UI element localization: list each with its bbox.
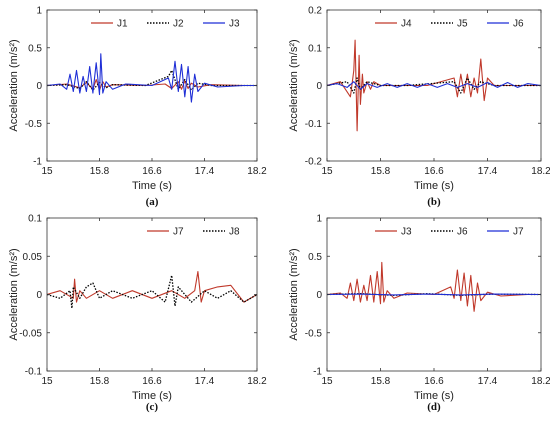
y-tick-label: 0.05 — [23, 252, 43, 263]
x-tick-label: 15.8 — [90, 376, 110, 387]
series-line-j3 — [327, 261, 541, 312]
x-tick-label: 16.6 — [424, 166, 444, 177]
chart-panel-3: 15 15.8 16.6 17.4 18.2 -0.1 -0.05 0 0.05 0.1 Time … — [8, 214, 267, 414]
series-group — [327, 39, 541, 132]
x-axis-label: Time (s) — [414, 180, 454, 192]
y-tick-label: -0.5 — [305, 328, 323, 339]
y-tick-label: 0.1 — [28, 214, 42, 225]
chart-panel-4: 15 15.8 16.6 17.4 18.2 -1 -0.5 0 0.5 1 Time (s) Acc… — [288, 214, 550, 414]
x-tick-label: 17.4 — [478, 376, 498, 387]
series-line-j5 — [327, 77, 541, 94]
legend-label-j1: J1 — [117, 19, 128, 30]
y-tick-label: 0.5 — [308, 252, 322, 263]
y-axis-label: Acceleration (m/s²) — [288, 39, 300, 131]
y-tick-label: -0.1 — [305, 119, 323, 130]
y-tick-label: -0.05 — [19, 328, 42, 339]
legend-label-j2: J2 — [173, 19, 184, 30]
y-tick-label: 1 — [36, 6, 42, 17]
panel-caption: (c) — [146, 401, 159, 413]
series-line-j4 — [327, 39, 541, 132]
x-tick-label: 17.4 — [195, 166, 215, 177]
x-tick-label: 18.2 — [531, 376, 550, 387]
y-tick-label: -0.2 — [305, 157, 323, 168]
x-tick-label: 15 — [41, 166, 53, 177]
series-group — [47, 271, 257, 309]
y-tick-label: -1 — [33, 157, 42, 168]
y-tick-label: 0.5 — [28, 43, 42, 54]
series-group — [327, 261, 541, 312]
panel-caption: (a) — [146, 196, 159, 208]
chart-panel-1: 15 15.8 16.6 17.4 18.2 -1 -0.5 0 0.5 1 Time (s) Acc… — [8, 6, 267, 209]
y-tick-label: 0 — [36, 290, 42, 301]
series-line-j8 — [47, 274, 257, 309]
series-line-j6 — [327, 81, 541, 90]
x-axis-label: Time (s) — [414, 390, 454, 402]
series-line-j3 — [47, 53, 257, 103]
x-tick-label: 15 — [321, 166, 333, 177]
y-tick-label: 0 — [36, 81, 42, 92]
series-line-j7 — [47, 271, 257, 303]
x-tick-label: 17.4 — [195, 376, 215, 387]
x-tick-label: 17.4 — [478, 166, 498, 177]
legend-label-j5: J5 — [457, 19, 468, 30]
legend-label-j7: J7 — [173, 227, 184, 238]
y-axis-label: Acceleration (m/s²) — [288, 248, 300, 340]
y-axis-label: Acceleration (m/s²) — [8, 248, 20, 340]
y-tick-label: 0.1 — [308, 43, 322, 54]
y-tick-label: 0 — [316, 81, 322, 92]
x-tick-label: 18.2 — [247, 166, 267, 177]
x-axis-label: Time (s) — [132, 180, 172, 192]
x-tick-label: 15.8 — [371, 166, 391, 177]
y-axis-label: Acceleration (m/s²) — [8, 39, 20, 131]
x-tick-label: 15.8 — [371, 376, 391, 387]
panel-caption: (d) — [427, 401, 441, 413]
y-tick-label: 0.2 — [308, 6, 322, 17]
y-tick-label: -1 — [313, 367, 322, 378]
x-axis-label: Time (s) — [132, 390, 172, 402]
legend-label-j3: J3 — [401, 227, 412, 238]
y-tick-label: -0.1 — [25, 367, 43, 378]
legend-label-j6: J6 — [457, 227, 468, 238]
panel-caption: (b) — [427, 196, 441, 208]
x-tick-label: 18.2 — [531, 166, 550, 177]
y-tick-label: 0 — [316, 290, 322, 301]
chart-panel-2: 15 15.8 16.6 17.4 18.2 -0.2 -0.1 0 0.1 0.2 Time (s… — [288, 6, 550, 209]
y-tick-label: -0.5 — [25, 119, 43, 130]
x-tick-label: 16.6 — [142, 166, 162, 177]
legend-label-j7: J7 — [513, 227, 524, 238]
x-tick-label: 16.6 — [142, 376, 162, 387]
x-tick-label: 18.2 — [247, 376, 267, 387]
x-tick-label: 15.8 — [90, 166, 110, 177]
x-tick-label: 15 — [321, 376, 333, 387]
legend-label-j3: J3 — [229, 19, 240, 30]
x-tick-label: 16.6 — [424, 376, 444, 387]
series-group — [47, 53, 257, 103]
x-tick-label: 15 — [41, 376, 53, 387]
legend-label-j8: J8 — [229, 227, 240, 238]
legend-label-j6: J6 — [513, 19, 524, 30]
series-line-j7 — [327, 293, 541, 296]
y-tick-label: 1 — [316, 214, 322, 225]
legend-label-j4: J4 — [401, 19, 412, 30]
